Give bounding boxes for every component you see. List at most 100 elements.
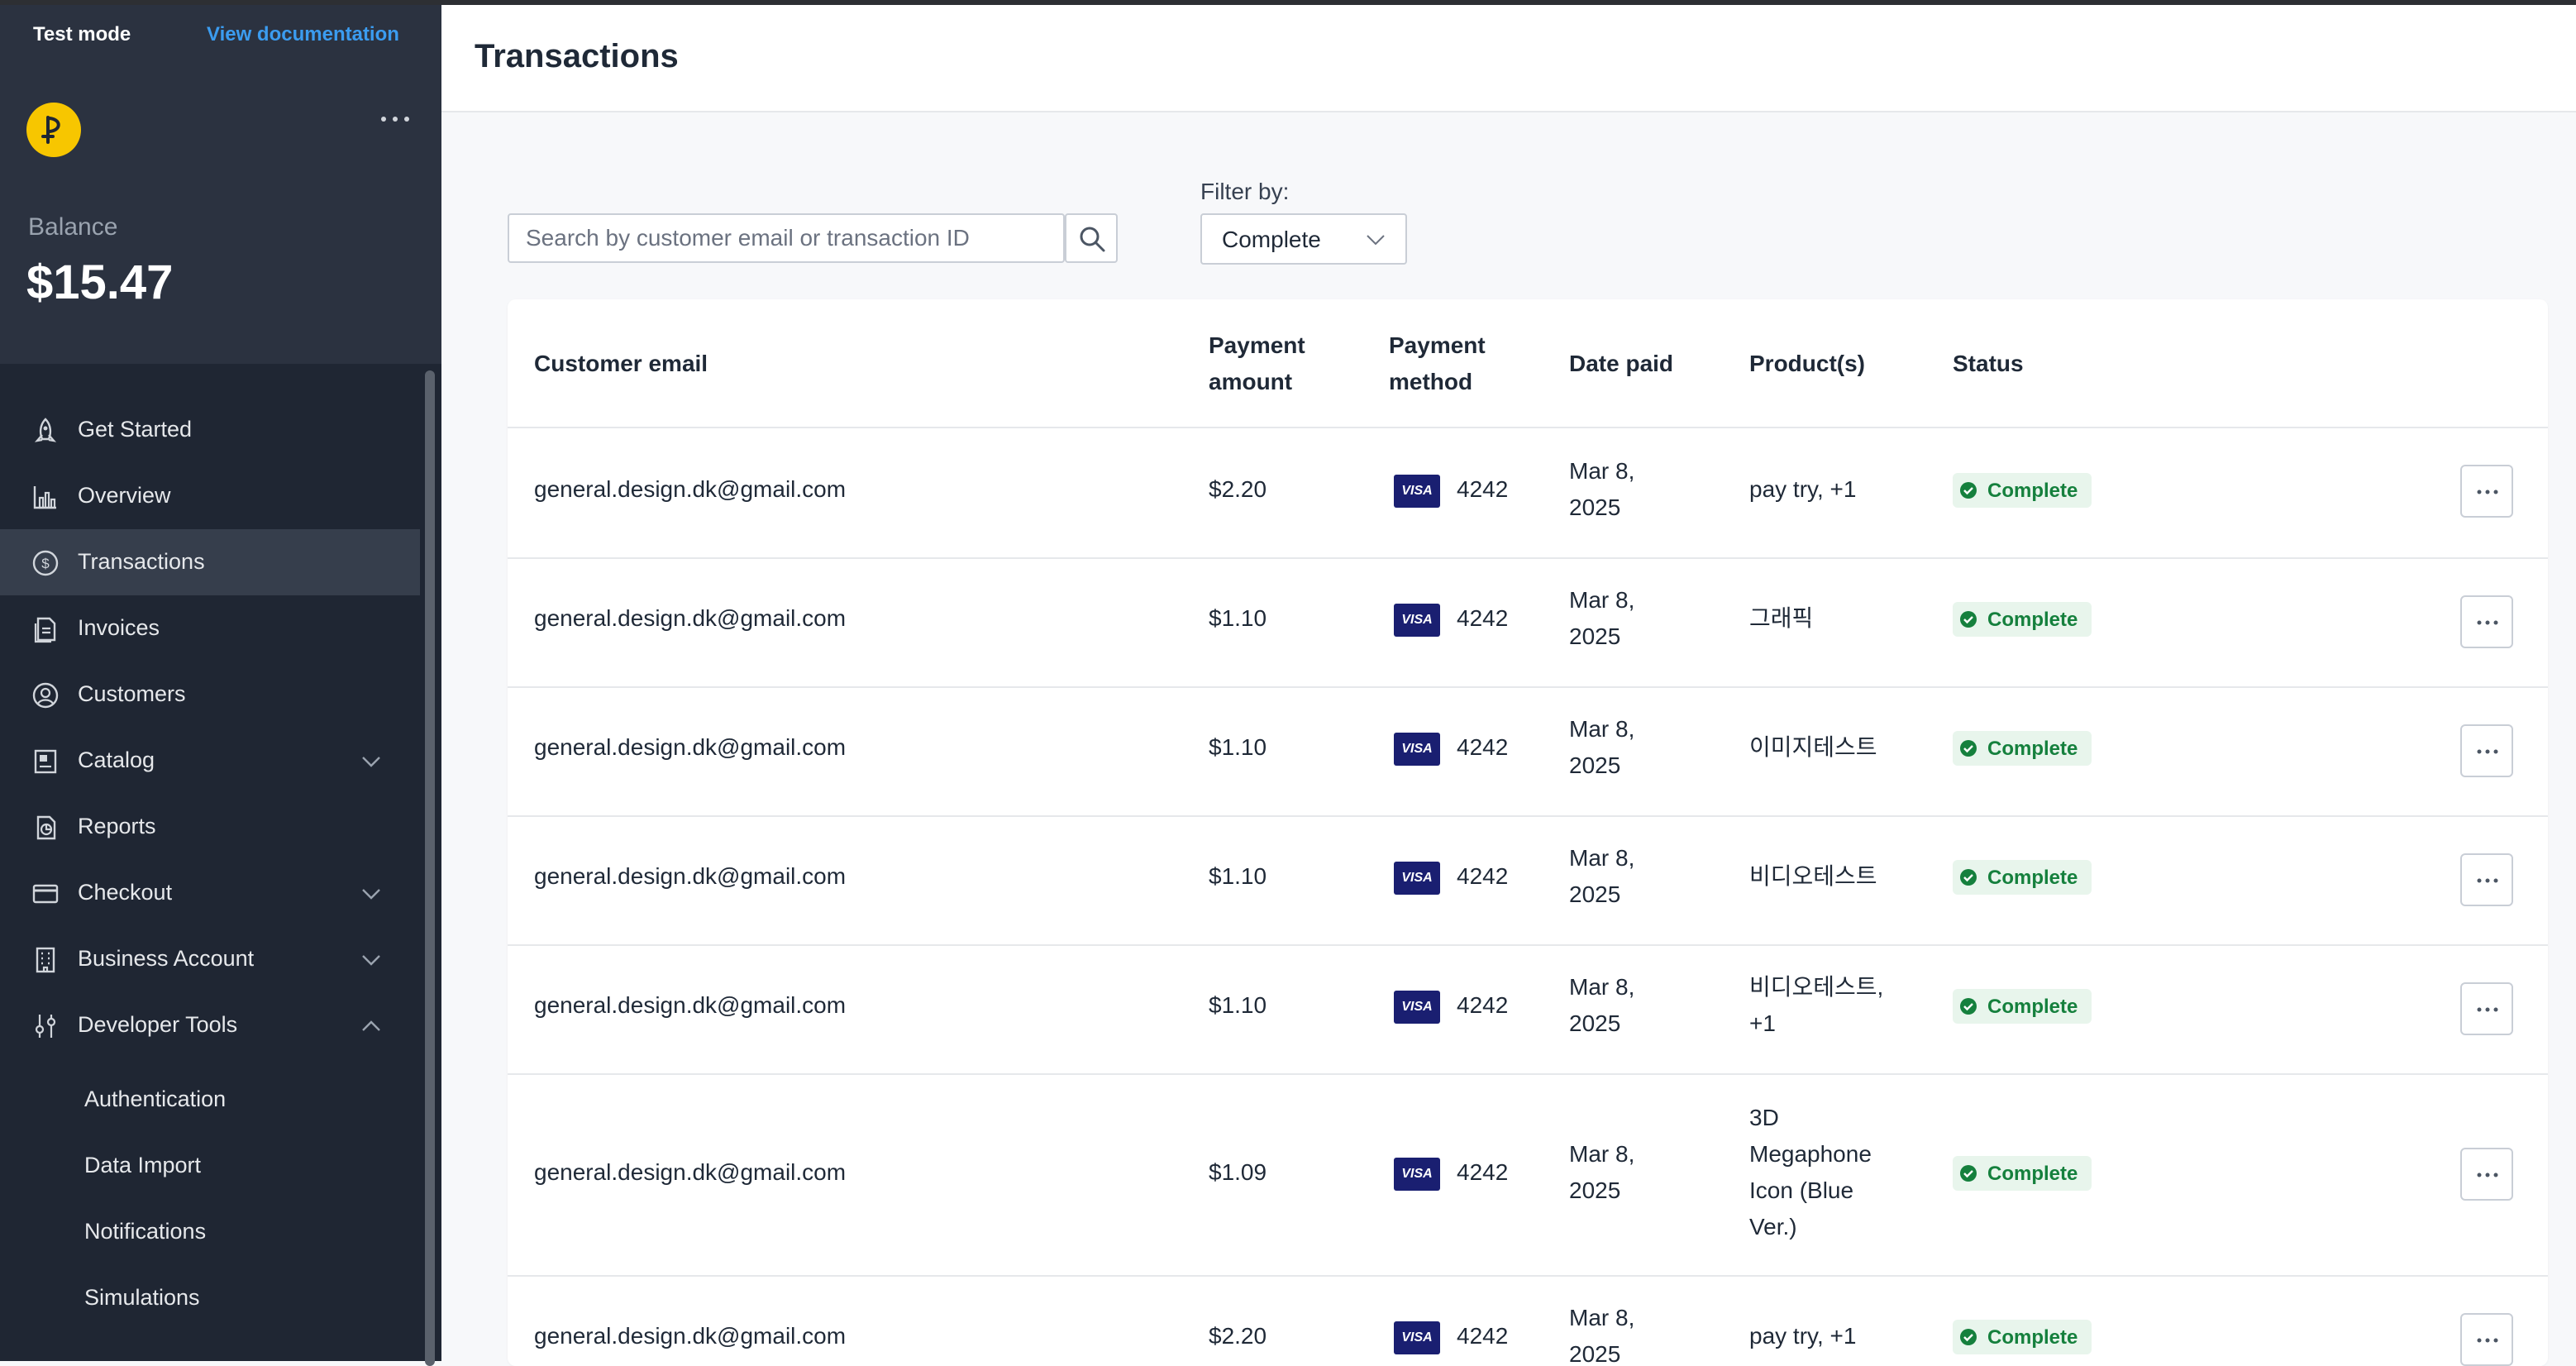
sidebar-item-label: Developer Tools (78, 1012, 238, 1037)
chevron-down-icon[interactable] (359, 881, 384, 906)
customer-email: general.design.dk@gmail.com (534, 992, 847, 1018)
check-circle-icon (1960, 740, 1977, 757)
products: pay try, +1 (1749, 476, 1857, 502)
card-last4: 4242 (1457, 863, 1509, 889)
svg-text:$: $ (41, 556, 50, 571)
row-actions-button[interactable] (2460, 982, 2513, 1035)
payment-amount: $1.09 (1209, 1159, 1267, 1185)
filter-label: Filter by: (1200, 179, 1290, 204)
date-paid: Mar 8, (1569, 587, 1635, 613)
sidebar-item-overview[interactable]: Overview (0, 463, 420, 529)
invoice-icon (34, 617, 56, 643)
sidebar-item-label: Checkout (78, 880, 173, 905)
products: 비디오테스트, (1749, 974, 1884, 1000)
table-row[interactable]: general.design.dk@gmail.com $1.09 VISA 4… (508, 1075, 2548, 1277)
column-header-email[interactable]: Customer email (534, 351, 708, 376)
row-actions-button[interactable] (2460, 465, 2513, 518)
products: 그래픽 (1749, 605, 1814, 631)
column-header-amount-line2: amount (1209, 369, 1293, 394)
sidebar-subitem-simulations[interactable]: Simulations (84, 1285, 200, 1310)
status-filter-select[interactable]: Complete (1200, 213, 1407, 265)
sidebar-subitem-authentication[interactable]: Authentication (84, 1087, 227, 1111)
table-row[interactable]: general.design.dk@gmail.com $1.10 VISA 4… (508, 817, 2548, 946)
more-horizontal-icon (2477, 1007, 2498, 1012)
sidebar-item-label: Customers (78, 681, 186, 706)
column-header-products[interactable]: Product(s) (1749, 351, 1865, 376)
sidebar-item-invoices[interactable]: Invoices (0, 595, 420, 662)
sidebar-subitem-notifications[interactable]: Notifications (84, 1219, 207, 1244)
visa-card-icon: VISA (1394, 991, 1440, 1024)
row-actions-button[interactable] (2460, 1313, 2513, 1366)
more-horizontal-icon (2477, 1338, 2498, 1343)
sidebar-item-catalog[interactable]: Catalog (0, 728, 420, 794)
table-row[interactable]: general.design.dk@gmail.com $1.10 VISA 4… (508, 688, 2548, 817)
column-header-date[interactable]: Date paid (1569, 351, 1674, 376)
date-paid: Mar 8, (1569, 716, 1635, 742)
column-header-amount[interactable]: Payment (1209, 332, 1305, 358)
search-icon (1080, 227, 1105, 252)
sidebar-item-transactions[interactable]: $ Transactions (0, 529, 420, 595)
card-last4: 4242 (1457, 605, 1509, 631)
status-text: Complete (1987, 609, 2078, 631)
status-text: Complete (1987, 996, 2078, 1018)
top-border (0, 0, 2576, 5)
check-circle-icon (1960, 869, 1977, 886)
date-paid: Mar 8, (1569, 458, 1635, 484)
column-header-method[interactable]: Payment (1389, 332, 1486, 358)
table-row[interactable]: general.design.dk@gmail.com $1.10 VISA 4… (508, 559, 2548, 688)
sidebar-item-reports[interactable]: Reports (0, 794, 420, 860)
customer-email: general.design.dk@gmail.com (534, 1323, 847, 1349)
test-mode-label: Test mode (33, 23, 131, 45)
status-text: Complete (1987, 1163, 2078, 1185)
products-line4: Ver.) (1749, 1214, 1797, 1239)
search-button[interactable] (1065, 213, 1118, 263)
customer-email: general.design.dk@gmail.com (534, 734, 847, 760)
row-actions-button[interactable] (2460, 724, 2513, 777)
card-last4: 4242 (1457, 1159, 1509, 1185)
products: 3D (1749, 1105, 1779, 1130)
bar-chart-icon (33, 486, 56, 509)
date-paid-year: 2025 (1569, 494, 1621, 520)
row-actions-button[interactable] (2460, 853, 2513, 906)
sidebar-item-label: Transactions (78, 549, 205, 574)
sidebar-item-business-account[interactable]: Business Account (0, 926, 420, 992)
date-paid-year: 2025 (1569, 1010, 1621, 1036)
table-row[interactable]: general.design.dk@gmail.com $2.20 VISA 4… (508, 428, 2548, 559)
chevron-down-icon[interactable] (359, 749, 384, 774)
visa-card-icon: VISA (1394, 862, 1440, 895)
payment-amount: $2.20 (1209, 476, 1267, 502)
card-last4: 4242 (1457, 1323, 1509, 1349)
column-header-status[interactable]: Status (1953, 351, 2024, 376)
transactions-table: Customer email Payment amount Payment me… (508, 299, 2548, 1366)
brand-logo[interactable] (26, 103, 81, 157)
sidebar-scrollbar[interactable] (425, 370, 435, 1366)
visa-card-icon: VISA (1394, 604, 1440, 637)
sidebar-subitem-data-import[interactable]: Data Import (84, 1153, 202, 1177)
check-circle-icon (1960, 482, 1977, 499)
status-badge: Complete (1953, 473, 2092, 508)
sidebar-item-customers[interactable]: Customers (0, 662, 420, 728)
more-horizontal-icon (2477, 620, 2498, 625)
chevron-up-icon[interactable] (359, 1014, 384, 1039)
sidebar-item-label: Reports (78, 814, 156, 838)
more-options-icon[interactable] (379, 112, 412, 126)
payment-amount: $2.20 (1209, 1323, 1267, 1349)
status-badge: Complete (1953, 1320, 2092, 1354)
sidebar-item-get-started[interactable]: Get Started (0, 397, 420, 463)
table-row[interactable]: general.design.dk@gmail.com $1.10 VISA 4… (508, 946, 2548, 1075)
row-actions-button[interactable] (2460, 595, 2513, 648)
chevron-down-icon[interactable] (359, 948, 384, 972)
card-brand: VISA (1401, 1000, 1433, 1014)
balance-value: $15.47 (26, 256, 174, 309)
row-actions-button[interactable] (2460, 1148, 2513, 1201)
sidebar-item-developer-tools[interactable]: Developer Tools (0, 992, 420, 1058)
table-row[interactable]: general.design.dk@gmail.com $2.20 VISA 4… (508, 1277, 2548, 1366)
view-documentation-link[interactable]: View documentation (207, 23, 399, 45)
sidebar-item-label: Business Account (78, 946, 255, 971)
page-header: Transactions (441, 5, 2576, 112)
rocket-icon (34, 418, 57, 442)
products-line2: Megaphone (1749, 1141, 1872, 1167)
status-badge: Complete (1953, 860, 2092, 895)
sidebar-item-checkout[interactable]: Checkout (0, 860, 420, 926)
search-input[interactable] (509, 215, 1065, 261)
